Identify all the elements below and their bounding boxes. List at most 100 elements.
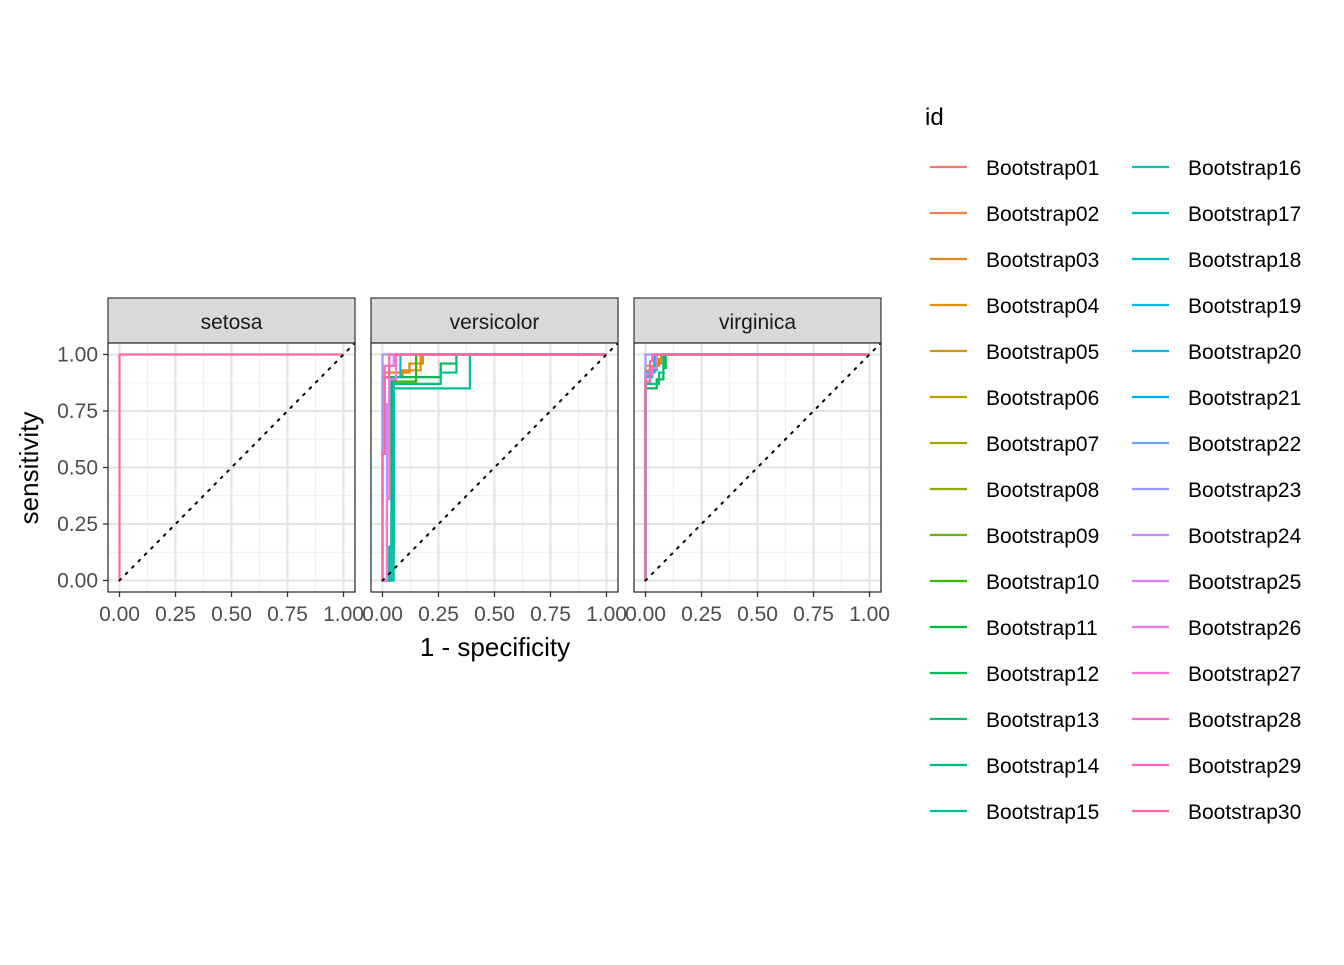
y-tick-label: 0.00: [57, 570, 98, 593]
x-tick-label: 0.75: [267, 603, 308, 626]
legend-item: Bootstrap18: [1132, 249, 1301, 272]
x-tick-label: 0.75: [793, 603, 834, 626]
legend-label: Bootstrap02: [986, 203, 1099, 226]
legend-item: Bootstrap07: [930, 433, 1099, 456]
y-tick-label: 0.50: [57, 457, 98, 480]
legend-label: Bootstrap15: [986, 801, 1099, 824]
legend-label: Bootstrap06: [986, 387, 1099, 410]
y-tick-label: 0.25: [57, 513, 98, 536]
x-tick-label: 1.00: [849, 603, 890, 626]
legend-label: Bootstrap16: [1188, 157, 1301, 180]
x-tick-label: 0.00: [625, 603, 666, 626]
legend-item: Bootstrap30: [1132, 801, 1301, 824]
y-axis-title: sensitivity: [14, 412, 44, 525]
x-tick-label: 0.25: [418, 603, 459, 626]
legend-label: Bootstrap07: [986, 433, 1099, 456]
facet-strip: [107, 297, 356, 344]
x-tick-label: 0.50: [474, 603, 515, 626]
legend-item: Bootstrap21: [1132, 387, 1301, 410]
legend-item: Bootstrap26: [1132, 617, 1301, 640]
facet-strip-label: virginica: [719, 311, 796, 334]
roc-curve-Bootstrap30: [381, 353, 607, 581]
legend-item: Bootstrap23: [1132, 479, 1301, 502]
legend-item: Bootstrap03: [930, 249, 1099, 272]
legend-label: Bootstrap27: [1188, 663, 1301, 686]
legend-item: Bootstrap01: [930, 157, 1099, 180]
legend-item: Bootstrap11: [930, 617, 1098, 640]
x-tick-label: 0.25: [155, 603, 196, 626]
legend-label: Bootstrap25: [1188, 571, 1301, 594]
legend-label: Bootstrap21: [1188, 387, 1301, 410]
facet-panel-virginica: virginica 0.00 0.25 0.50 0.75 1.00: [625, 297, 890, 626]
legend-label: Bootstrap05: [986, 341, 1099, 364]
legend-label: Bootstrap28: [1188, 709, 1301, 732]
legend-item: Bootstrap06: [930, 387, 1099, 410]
facet-strip: [633, 297, 882, 344]
facet-panel-versicolor: versicolor 0.00 0.25 0.50 0.75 1.00: [362, 297, 627, 626]
roc-curve-Bootstrap12: [644, 353, 870, 581]
legend-label: Bootstrap14: [986, 755, 1100, 778]
legend-label: Bootstrap30: [1188, 801, 1301, 824]
x-tick-label: 1.00: [323, 603, 364, 626]
legend-label: Bootstrap17: [1188, 203, 1301, 226]
legend-label: Bootstrap23: [1188, 479, 1301, 502]
legend-label: Bootstrap09: [986, 525, 1099, 548]
legend-item: Bootstrap27: [1132, 663, 1301, 686]
legend-item: Bootstrap29: [1132, 755, 1301, 778]
legend-label: Bootstrap19: [1188, 295, 1301, 318]
x-tick-label: 0.00: [362, 603, 403, 626]
x-axis-title: 1 - specificity: [420, 632, 570, 662]
roc-curve-Bootstrap30: [118, 353, 344, 581]
legend-item: Bootstrap10: [930, 571, 1099, 594]
legend-item: Bootstrap22: [1132, 433, 1301, 456]
legend-item: Bootstrap02: [930, 203, 1099, 226]
legend-label: Bootstrap10: [986, 571, 1099, 594]
legend-label: Bootstrap01: [986, 157, 1099, 180]
legend-title: id: [925, 104, 944, 131]
legend-label: Bootstrap12: [986, 663, 1099, 686]
diagonal-reference-line: [118, 343, 355, 582]
legend-item: Bootstrap05: [930, 341, 1099, 364]
legend-item: Bootstrap09: [930, 525, 1099, 548]
legend-item: Bootstrap28: [1132, 709, 1301, 732]
legend-label: Bootstrap26: [1188, 617, 1301, 640]
legend-label: Bootstrap11: [986, 617, 1098, 640]
legend-label: Bootstrap08: [986, 479, 1099, 502]
y-tick-label: 0.75: [57, 400, 98, 423]
legend-item: Bootstrap17: [1132, 203, 1301, 226]
legend-item: Bootstrap19: [1132, 295, 1301, 318]
legend-label: Bootstrap20: [1188, 341, 1301, 364]
legend-item: Bootstrap25: [1132, 571, 1301, 594]
x-tick-label: 0.75: [530, 603, 571, 626]
legend-label: Bootstrap22: [1188, 433, 1301, 456]
legend-label: Bootstrap13: [986, 709, 1099, 732]
legend-item: Bootstrap13: [930, 709, 1099, 732]
legend-label: Bootstrap18: [1188, 249, 1301, 272]
roc-curve-Bootstrap14: [382, 353, 607, 582]
legend-label: Bootstrap29: [1188, 755, 1301, 778]
facet-strip: [370, 297, 619, 344]
legend-item: Bootstrap15: [930, 801, 1099, 824]
curves-virginica: [644, 353, 870, 581]
x-tick-label: 0.00: [99, 603, 140, 626]
roc-curve-Bootstrap30: [644, 353, 870, 581]
facet-panel-setosa: setosa 0.00 0.25 0.50 0.75 1.00 0.00 0.25 0.50 0.…: [57, 297, 364, 626]
diagonal-reference-line: [644, 343, 881, 582]
facet-strip-label: setosa: [201, 311, 263, 334]
diagonal-reference-line: [381, 343, 618, 582]
legend-item: Bootstrap20: [1132, 341, 1301, 364]
legend-label: Bootstrap24: [1188, 525, 1302, 548]
legend-item: Bootstrap14: [930, 755, 1100, 778]
curves-setosa: [118, 353, 344, 581]
legend-item: Bootstrap24: [1132, 525, 1302, 548]
legend-item: Bootstrap16: [1132, 157, 1301, 180]
roc-curve-Bootstrap17: [382, 353, 607, 582]
curves-versicolor: [381, 353, 607, 582]
facet-strip-label: versicolor: [450, 311, 540, 334]
legend-item: Bootstrap08: [930, 479, 1099, 502]
legend-label: Bootstrap03: [986, 249, 1099, 272]
y-tick-label: 1.00: [57, 344, 98, 367]
x-tick-label: 0.25: [681, 603, 722, 626]
